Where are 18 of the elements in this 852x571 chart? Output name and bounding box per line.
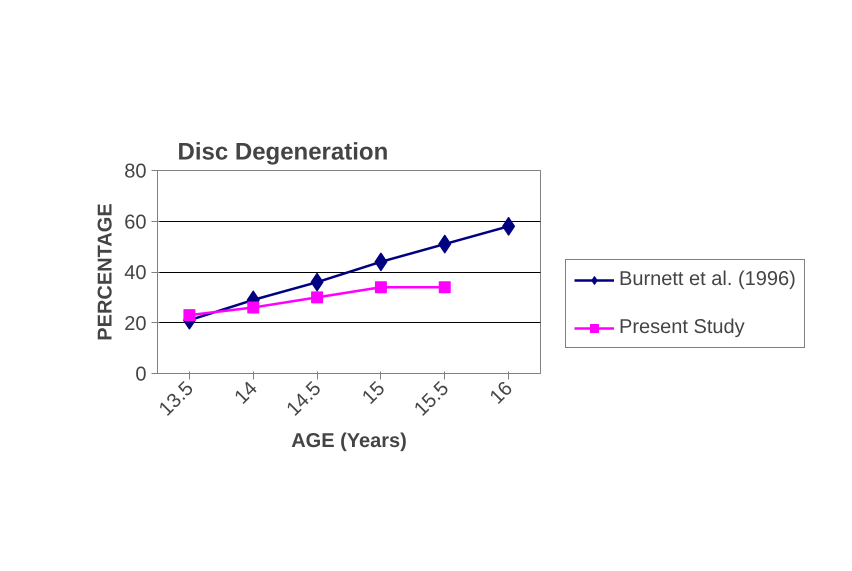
y-tick-label: 40 bbox=[124, 262, 147, 284]
point bbox=[183, 309, 196, 322]
y-tick-label: 60 bbox=[124, 211, 147, 234]
legend-label: Present Study bbox=[619, 316, 745, 339]
x-tick-label: 15 bbox=[358, 377, 390, 409]
x-axis-title: AGE (Years) bbox=[291, 430, 407, 452]
chart-title: Disc Degeneration bbox=[178, 138, 388, 166]
x-tick-label: 14 bbox=[230, 377, 262, 409]
y-tick-label: 0 bbox=[135, 364, 146, 386]
legend-label: Burnett et al. (1996) bbox=[619, 268, 796, 291]
point bbox=[247, 302, 260, 314]
point bbox=[311, 291, 324, 304]
y-tick-label: 20 bbox=[124, 312, 147, 335]
point bbox=[438, 281, 451, 294]
point bbox=[374, 281, 387, 294]
y-axis-title: PERCENTAGE bbox=[94, 203, 116, 341]
y-tick-label: 80 bbox=[124, 160, 147, 182]
x-tick-label: 16 bbox=[486, 377, 518, 409]
